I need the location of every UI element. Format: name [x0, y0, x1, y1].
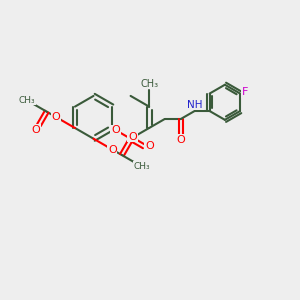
- Text: O: O: [52, 112, 61, 122]
- Text: F: F: [242, 87, 248, 97]
- Text: O: O: [128, 131, 137, 142]
- Text: O: O: [32, 125, 40, 135]
- Text: CH₃: CH₃: [133, 162, 150, 171]
- Text: O: O: [111, 125, 120, 135]
- Text: CH₃: CH₃: [19, 96, 35, 105]
- Text: O: O: [176, 135, 185, 145]
- Text: CH₃: CH₃: [140, 79, 158, 89]
- Text: NH: NH: [188, 100, 203, 110]
- Text: O: O: [145, 141, 154, 152]
- Text: O: O: [108, 145, 117, 154]
